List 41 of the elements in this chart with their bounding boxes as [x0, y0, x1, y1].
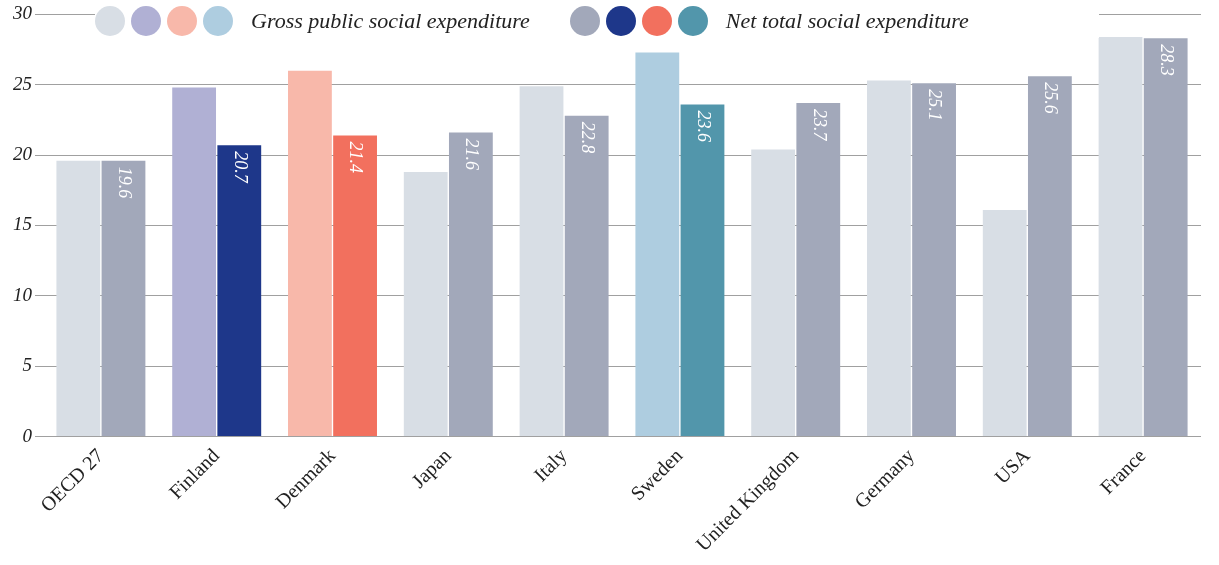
- bar: [751, 149, 796, 437]
- y-tick-label: 10: [13, 283, 33, 305]
- data-label: 23.7: [809, 109, 830, 142]
- bar: [1098, 36, 1143, 437]
- bar: [1027, 76, 1072, 437]
- bar: [403, 172, 448, 437]
- bar: [1143, 38, 1188, 437]
- y-tick-label: 0: [22, 424, 33, 446]
- bar: [982, 210, 1027, 437]
- bar: [680, 104, 725, 437]
- bar: [519, 86, 564, 437]
- data-label: 21.6: [462, 138, 483, 171]
- legend-label: Gross public social expenditure: [251, 8, 530, 34]
- bar: [796, 103, 841, 437]
- x-tick-label: USA: [989, 443, 1035, 488]
- bar: [288, 70, 332, 437]
- data-label: 22.8: [577, 121, 598, 154]
- data-label: 28.3: [1156, 44, 1177, 76]
- data-label: 19.6: [114, 166, 135, 199]
- bar: [448, 132, 493, 437]
- bar: [564, 115, 609, 437]
- bar: [333, 135, 377, 437]
- y-tick-label: 5: [22, 354, 32, 376]
- data-label: 25.6: [1041, 82, 1062, 114]
- data-label: 25.1: [925, 89, 946, 121]
- bar: [217, 145, 262, 437]
- y-tick-label: 30: [12, 2, 33, 24]
- bar: [912, 83, 956, 437]
- y-tick-label: 20: [13, 143, 33, 165]
- data-label: 23.6: [693, 110, 714, 142]
- y-tick-label: 15: [13, 213, 32, 235]
- bar: [867, 80, 911, 437]
- legend-label: Net total social expenditure: [725, 8, 969, 34]
- bar: [172, 87, 217, 437]
- x-tick-label: Italy: [529, 444, 572, 487]
- y-tick-label: 25: [13, 72, 32, 94]
- bar: [635, 52, 680, 437]
- data-label: 20.7: [230, 151, 251, 184]
- bar: [101, 160, 146, 437]
- bar: [56, 160, 101, 437]
- data-label: 21.4: [346, 141, 367, 173]
